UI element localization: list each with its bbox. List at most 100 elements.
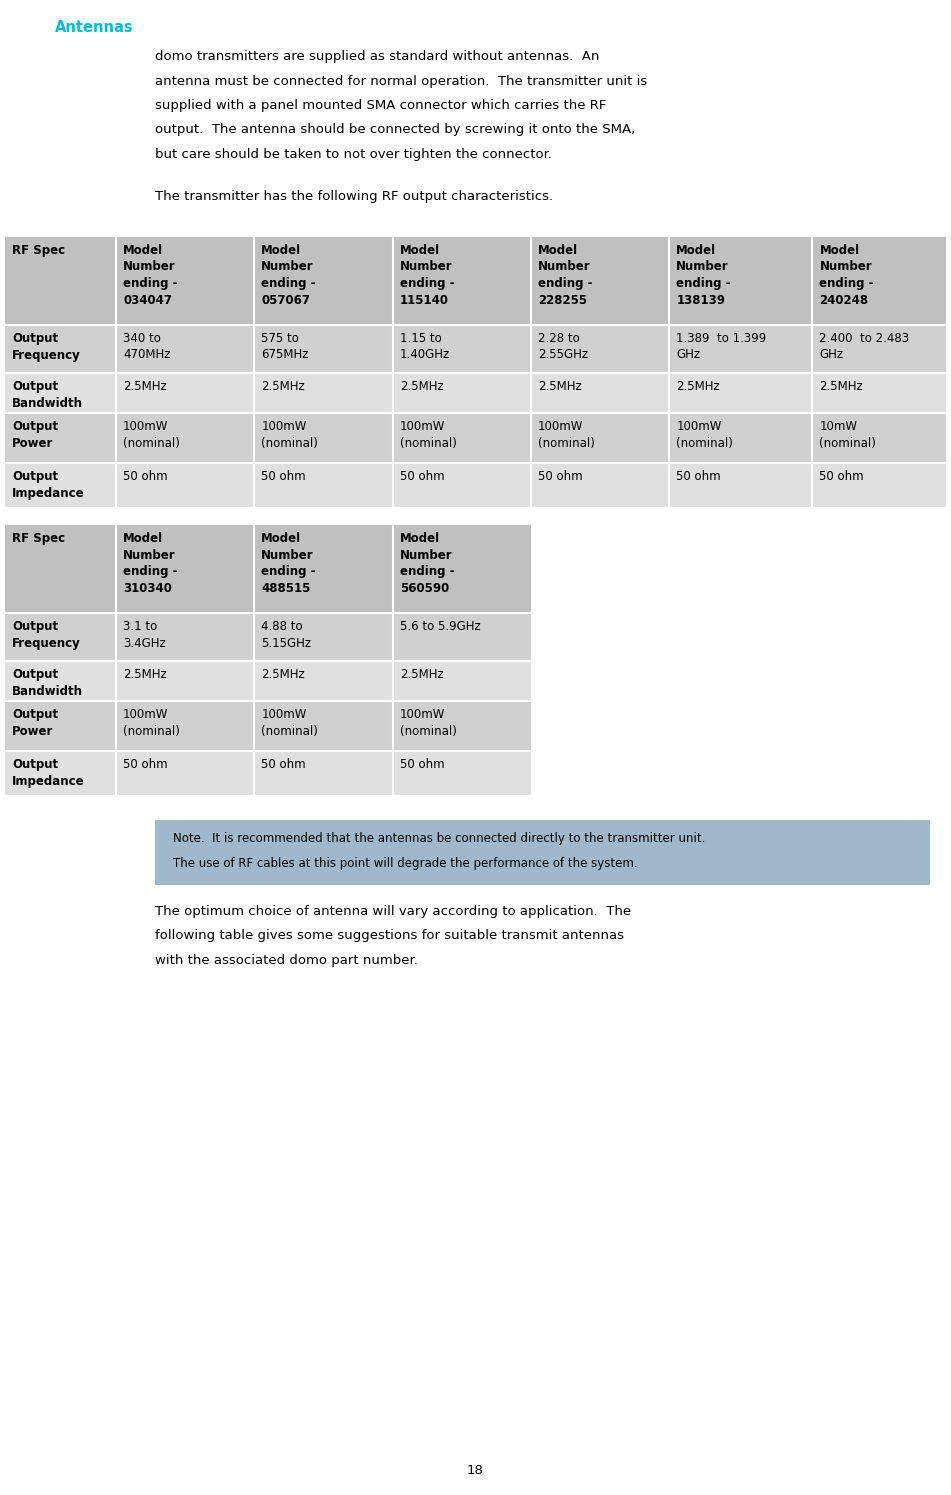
Bar — [670, 324, 812, 372]
Text: Model
Number
ending -
310340: Model Number ending - 310340 — [123, 532, 178, 595]
Text: 100mW
(nominal): 100mW (nominal) — [399, 420, 456, 450]
Bar — [116, 750, 254, 795]
Bar — [670, 413, 812, 463]
Bar — [5, 613, 116, 661]
Bar — [155, 819, 930, 885]
Text: 1.389  to 1.399
GHz: 1.389 to 1.399 GHz — [676, 332, 767, 362]
Text: 3.1 to
3.4GHz: 3.1 to 3.4GHz — [123, 620, 165, 649]
Text: Model
Number
ending -
057067: Model Number ending - 057067 — [262, 244, 316, 306]
Bar — [254, 463, 393, 508]
Text: Output
Power: Output Power — [12, 709, 58, 737]
Bar — [5, 238, 116, 324]
Text: The use of RF cables at this point will degrade the performance of the system.: The use of RF cables at this point will … — [173, 857, 637, 870]
Text: Output
Impedance: Output Impedance — [12, 758, 85, 788]
Text: 4.88 to
5.15GHz: 4.88 to 5.15GHz — [262, 620, 312, 649]
Bar — [393, 613, 531, 661]
Bar — [670, 238, 812, 324]
Bar — [531, 372, 670, 413]
Text: 2.5MHz: 2.5MHz — [262, 668, 305, 682]
Bar — [812, 413, 946, 463]
Text: output.  The antenna should be connected by screwing it onto the SMA,: output. The antenna should be connected … — [155, 124, 635, 136]
Bar — [116, 324, 254, 372]
Text: 50 ohm: 50 ohm — [123, 758, 167, 771]
Text: Model
Number
ending -
560590: Model Number ending - 560590 — [399, 532, 455, 595]
Text: antenna must be connected for normal operation.  The transmitter unit is: antenna must be connected for normal ope… — [155, 75, 648, 88]
Bar — [254, 613, 393, 661]
Text: 100mW
(nominal): 100mW (nominal) — [262, 709, 319, 737]
Bar — [531, 238, 670, 324]
Text: 50 ohm: 50 ohm — [820, 469, 864, 483]
Bar — [116, 525, 254, 613]
Bar — [393, 413, 531, 463]
Text: 2.5MHz: 2.5MHz — [676, 380, 720, 393]
Bar — [5, 463, 116, 508]
Bar — [254, 413, 393, 463]
Text: Output
Bandwidth: Output Bandwidth — [12, 668, 83, 698]
Text: following table gives some suggestions for suitable transmit antennas: following table gives some suggestions f… — [155, 930, 624, 942]
Text: 2.5MHz: 2.5MHz — [399, 668, 443, 682]
Text: supplied with a panel mounted SMA connector which carries the RF: supplied with a panel mounted SMA connec… — [155, 99, 607, 112]
Text: 50 ohm: 50 ohm — [538, 469, 583, 483]
Bar — [254, 372, 393, 413]
Bar — [393, 661, 531, 701]
Text: 50 ohm: 50 ohm — [123, 469, 167, 483]
Text: 18: 18 — [467, 1464, 484, 1477]
Text: but care should be taken to not over tighten the connector.: but care should be taken to not over tig… — [155, 148, 552, 161]
Bar — [393, 525, 531, 613]
Bar — [254, 324, 393, 372]
Text: RF Spec: RF Spec — [12, 532, 65, 546]
Bar — [116, 463, 254, 508]
Text: 50 ohm: 50 ohm — [676, 469, 721, 483]
Text: 50 ohm: 50 ohm — [399, 469, 444, 483]
Text: Model
Number
ending -
115140: Model Number ending - 115140 — [399, 244, 455, 306]
Bar — [531, 463, 670, 508]
Bar — [254, 750, 393, 795]
Text: 340 to
470MHz: 340 to 470MHz — [123, 332, 170, 362]
Text: 100mW
(nominal): 100mW (nominal) — [538, 420, 595, 450]
Text: 2.5MHz: 2.5MHz — [123, 380, 166, 393]
Text: Output
Frequency: Output Frequency — [12, 620, 81, 649]
Bar — [393, 372, 531, 413]
Text: Model
Number
ending -
138139: Model Number ending - 138139 — [676, 244, 731, 306]
Bar — [5, 525, 116, 613]
Bar — [116, 701, 254, 750]
Bar — [5, 413, 116, 463]
Bar — [116, 413, 254, 463]
Text: 100mW
(nominal): 100mW (nominal) — [676, 420, 733, 450]
Text: 2.5MHz: 2.5MHz — [262, 380, 305, 393]
Bar — [531, 324, 670, 372]
Bar — [812, 372, 946, 413]
Bar — [254, 525, 393, 613]
Text: Output
Frequency: Output Frequency — [12, 332, 81, 362]
Bar — [5, 661, 116, 701]
Bar — [393, 238, 531, 324]
Text: The optimum choice of antenna will vary according to application.  The: The optimum choice of antenna will vary … — [155, 904, 631, 918]
Bar — [116, 661, 254, 701]
Text: 2.28 to
2.55GHz: 2.28 to 2.55GHz — [538, 332, 588, 362]
Bar — [393, 463, 531, 508]
Bar — [5, 701, 116, 750]
Text: Model
Number
ending -
228255: Model Number ending - 228255 — [538, 244, 592, 306]
Bar — [393, 701, 531, 750]
Text: Model
Number
ending -
034047: Model Number ending - 034047 — [123, 244, 178, 306]
Text: Antennas: Antennas — [55, 19, 134, 34]
Text: The transmitter has the following RF output characteristics.: The transmitter has the following RF out… — [155, 190, 553, 203]
Text: 100mW
(nominal): 100mW (nominal) — [123, 709, 180, 737]
Bar — [670, 372, 812, 413]
Text: 2.400  to 2.483
GHz: 2.400 to 2.483 GHz — [820, 332, 909, 362]
Text: RF Spec: RF Spec — [12, 244, 65, 257]
Text: 2.5MHz: 2.5MHz — [538, 380, 582, 393]
Text: Output
Impedance: Output Impedance — [12, 469, 85, 499]
Text: 5.6 to 5.9GHz: 5.6 to 5.9GHz — [399, 620, 480, 632]
Text: 10mW
(nominal): 10mW (nominal) — [820, 420, 876, 450]
Text: 100mW
(nominal): 100mW (nominal) — [262, 420, 319, 450]
Bar — [254, 661, 393, 701]
Text: with the associated domo part number.: with the associated domo part number. — [155, 954, 417, 967]
Text: 2.5MHz: 2.5MHz — [820, 380, 864, 393]
Bar — [812, 238, 946, 324]
Text: 100mW
(nominal): 100mW (nominal) — [123, 420, 180, 450]
Text: Output
Power: Output Power — [12, 420, 58, 450]
Bar — [254, 701, 393, 750]
Text: Output
Bandwidth: Output Bandwidth — [12, 380, 83, 410]
Text: 50 ohm: 50 ohm — [399, 758, 444, 771]
